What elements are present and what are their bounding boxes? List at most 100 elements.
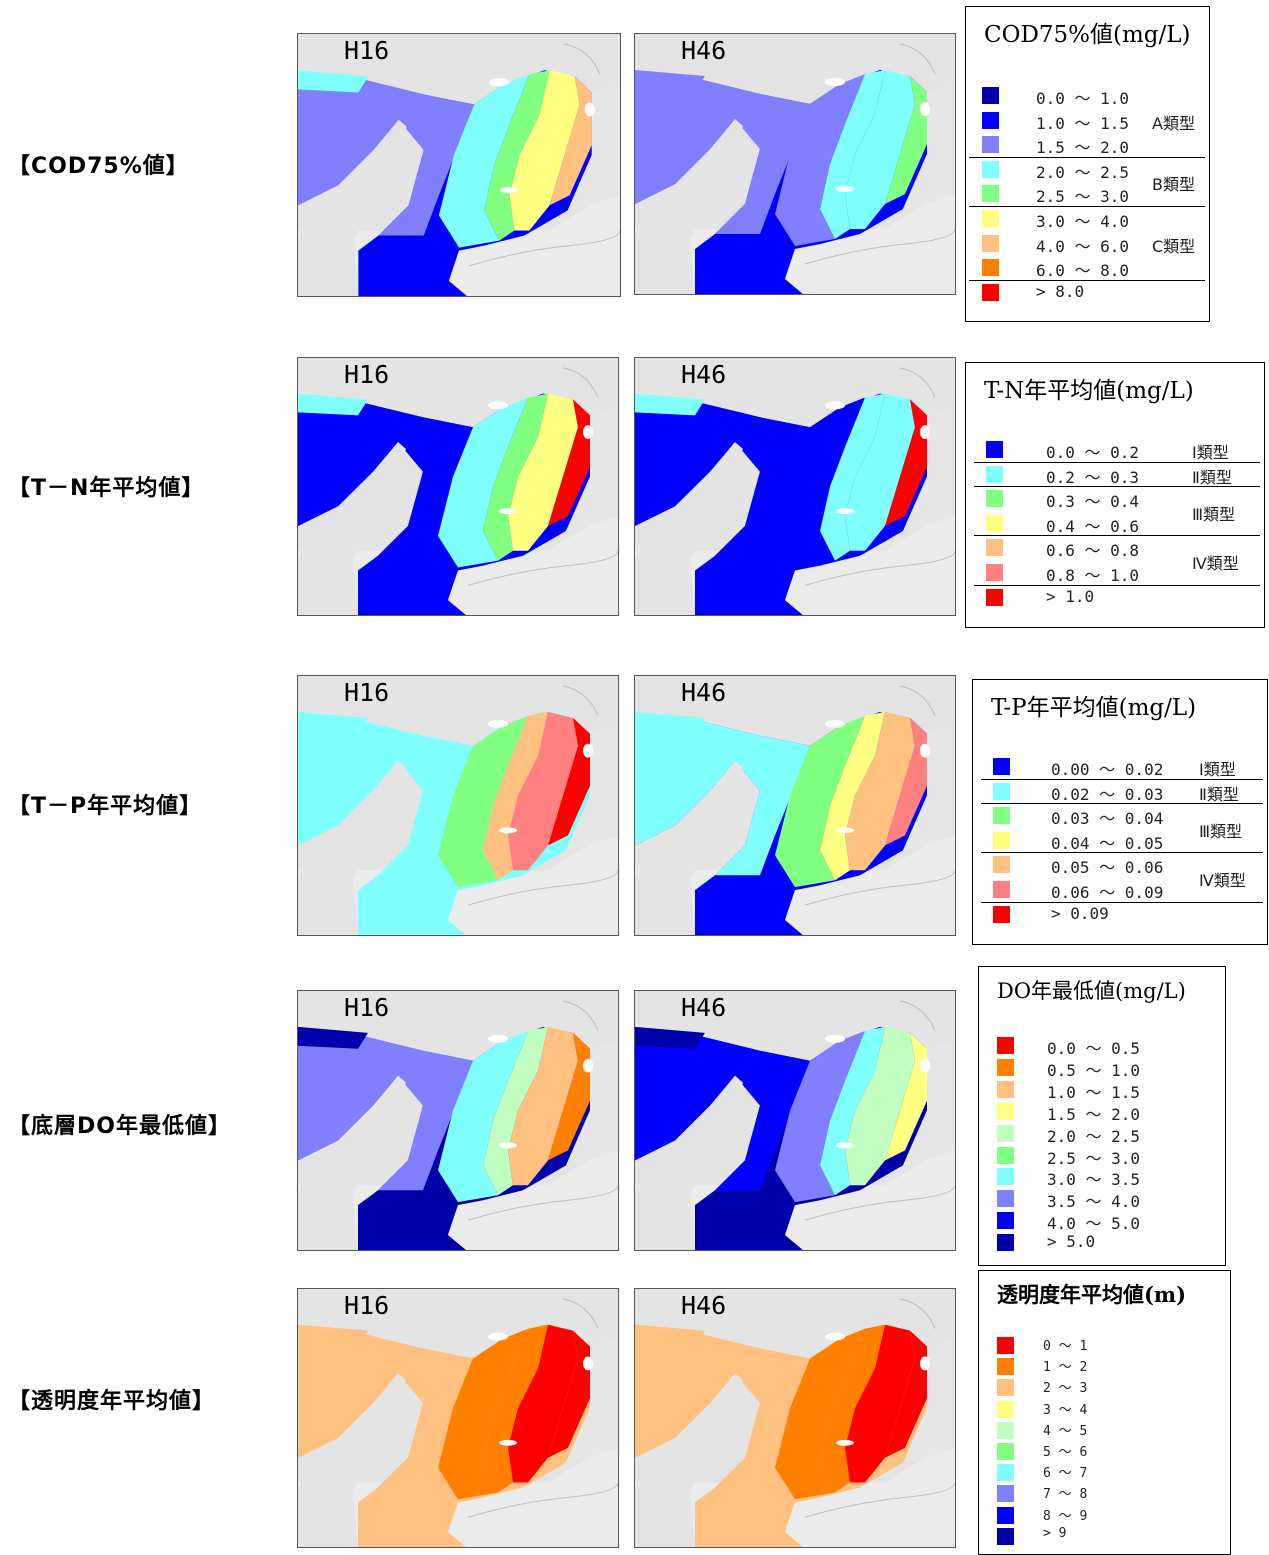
zone-5 <box>548 1330 590 1458</box>
map-year-label: H46 <box>681 360 727 389</box>
legend-range-label: 1.5 ～ 2.0 <box>1036 138 1130 158</box>
east-land <box>903 725 955 851</box>
legend-range-label: 6 ～ 7 <box>1043 1466 1088 1482</box>
legend-cod: COD75%値(mg/L) 0.0 ～ 1.0 1.0 ～ 1.5 1.5 ～ 2.0… <box>965 6 1210 322</box>
legend-separator <box>981 778 1263 780</box>
legend-separator <box>981 852 1263 854</box>
legend-range-label: 4 ～ 5 <box>1043 1423 1088 1439</box>
row-label-tn: 【T－N年平均値】 <box>8 476 205 501</box>
legend-range-label: 1.0 ～ 1.5 <box>1047 1082 1141 1102</box>
island <box>583 425 593 440</box>
legend-range-label: > 5.0 <box>1047 1232 1096 1252</box>
legend-swatch <box>982 136 999 154</box>
map-do-h46: H46 <box>634 990 956 1251</box>
east-land <box>567 84 620 211</box>
map-tp-h16: H16 <box>297 675 619 936</box>
zone-2 <box>438 1030 528 1203</box>
zone-2 <box>775 397 865 568</box>
legend-range-label: 0.6 ～ 0.8 <box>1046 541 1140 561</box>
map-graphic <box>635 991 955 1250</box>
island <box>825 1034 845 1043</box>
map-tn-h46: H46 <box>634 357 956 616</box>
zone-5 <box>549 76 592 206</box>
legend-swatch <box>986 490 1003 508</box>
legend-separator <box>974 486 1260 488</box>
legend-swatch <box>997 1080 1014 1098</box>
east-land <box>903 84 955 209</box>
map-year-label: H16 <box>344 993 390 1022</box>
legend-range-label: 0 ～ 1 <box>1043 1339 1088 1354</box>
zone-3 <box>484 70 550 241</box>
south-land <box>785 1150 955 1250</box>
coastline-line <box>899 685 936 717</box>
coastline-line <box>899 367 936 398</box>
legend-separator <box>969 206 1205 207</box>
legend-swatch <box>982 210 999 227</box>
legend-type-label: Ⅱ類型 <box>1192 467 1232 487</box>
zone-1 <box>298 72 475 236</box>
legend-swatch <box>993 758 1010 775</box>
island <box>488 401 508 410</box>
legend-range-label: 4.0 ～ 5.0 <box>1047 1214 1141 1234</box>
zone-4 <box>508 1026 578 1186</box>
legend-swatch <box>997 1124 1014 1142</box>
zone-3 <box>820 70 885 239</box>
legend-separator <box>969 279 1205 281</box>
legend-swatch <box>993 881 1010 898</box>
island <box>488 719 508 728</box>
island <box>920 743 930 758</box>
legend-range-label: 4.0 ～ 6.0 <box>1036 236 1130 256</box>
island <box>920 425 930 440</box>
coastline-line <box>804 870 955 906</box>
island <box>488 1034 508 1043</box>
row-label-tp: 【T－P年平均値】 <box>8 794 203 819</box>
map-year-label: H46 <box>681 36 727 65</box>
zone-1 <box>635 72 810 234</box>
map-year-label: H46 <box>681 678 727 707</box>
island <box>499 1439 517 1446</box>
legend-range-label: 2.0 ～ 2.5 <box>1036 162 1130 182</box>
map-year-label: H46 <box>681 1291 727 1320</box>
island <box>825 719 845 728</box>
coastline-line <box>562 1000 599 1032</box>
island <box>499 1142 517 1149</box>
legend-type-label: Ⅲ類型 <box>1199 821 1243 841</box>
map-transparency-h46: H46 <box>634 1288 956 1548</box>
legend-range-label: 3.0 ～ 4.0 <box>1036 212 1130 231</box>
map-year-label: H16 <box>344 678 390 707</box>
island <box>836 1142 854 1149</box>
zone-3 <box>483 393 548 561</box>
zone-3 <box>820 711 885 881</box>
peninsula <box>298 1075 406 1250</box>
south-land <box>785 1447 955 1547</box>
zone-4 <box>508 1324 578 1483</box>
zone-2 <box>775 1328 865 1500</box>
east-land <box>903 1040 955 1166</box>
island <box>920 102 930 116</box>
coastal-strip <box>635 70 705 92</box>
legend-type-label: Ⅲ類型 <box>1192 504 1236 524</box>
map-graphic <box>298 358 618 615</box>
coastline-line <box>804 1185 955 1221</box>
legend-range-label: > 0.09 <box>1051 903 1109 923</box>
zone-1 <box>298 395 473 556</box>
legend-do: DO年最低値(mg/L) 0.0 ～ 0.5 0.5 ～ 1.0 1.0 ～ 1.5 1… <box>978 966 1226 1266</box>
map-graphic <box>298 676 618 935</box>
map-graphic <box>635 34 955 294</box>
legend-range-label: 0.04 ～ 0.05 <box>1051 833 1164 853</box>
legend-range-label: > 8.0 <box>1036 281 1085 301</box>
zone-4 <box>845 711 915 871</box>
legend-type-label: Ⅰ類型 <box>1199 760 1236 779</box>
legend-separator <box>969 156 1205 158</box>
peninsula <box>635 760 743 935</box>
south-land <box>448 516 618 615</box>
legend-range-label: 0.03 ～ 0.04 <box>1051 809 1164 829</box>
legend-swatch <box>997 1146 1014 1164</box>
zone-4 <box>508 711 578 871</box>
zone-2 <box>775 1030 865 1203</box>
map-graphic <box>635 1289 955 1547</box>
zone-1 <box>298 713 473 876</box>
coastline-line <box>467 1185 618 1221</box>
peninsula <box>635 1373 743 1547</box>
row-label-transparency: 【透明度年平均値】 <box>8 1389 216 1414</box>
